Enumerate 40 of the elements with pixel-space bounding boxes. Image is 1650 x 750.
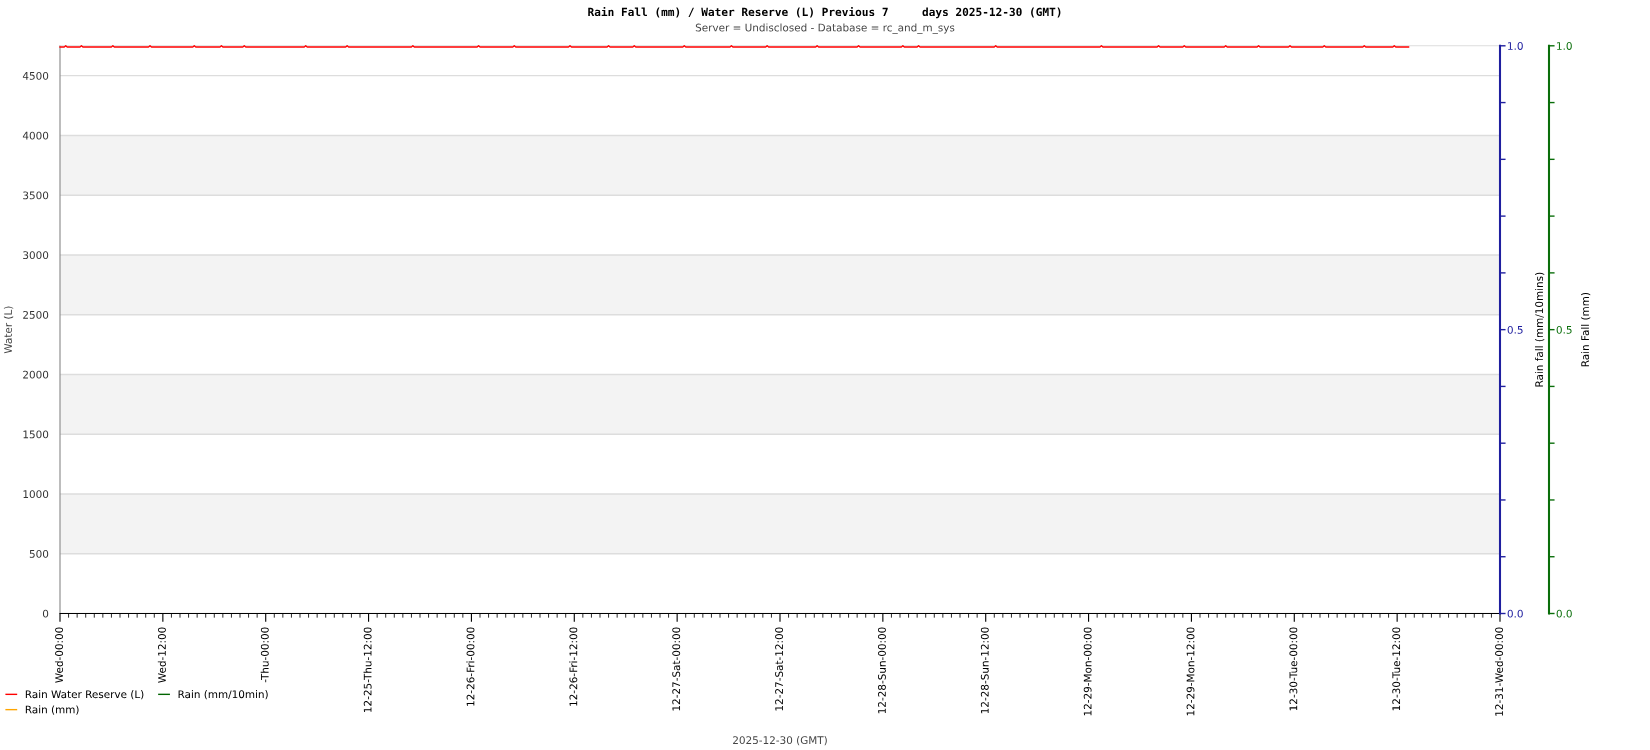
y2-tick-label: 1.0 <box>1508 42 1523 50</box>
y3-tick-label: 1.0 <box>1557 42 1572 50</box>
x-tick-label: 12-30-Tue-00:00 <box>1289 627 1298 711</box>
x-tick-label: 12-25-Thu-12:00 <box>363 627 372 712</box>
chart-subtitle: Server = Undisclosed - Database = rc_and_m_sys <box>695 23 955 34</box>
x-tick-label: 12-29-Mon-12:00 <box>1186 627 1195 716</box>
legend-label: Rain Water Reserve (L) <box>25 690 144 700</box>
x-tick-label: 12-26-Fri-12:00 <box>569 627 578 706</box>
x-tick-label: 12-26-Fri-00:00 <box>466 627 475 706</box>
y-tick-label: 1000 <box>23 490 49 499</box>
y2-tick-label: 0.5 <box>1507 325 1523 334</box>
x-tick-label: 12-29-Mon-00:00 <box>1083 627 1092 716</box>
x-tick-label: 12-28-Sun-12:00 <box>980 627 989 714</box>
y-tick-label: 4500 <box>22 71 49 80</box>
x-tick-label: 12-27-Sat-00:00 <box>672 627 681 711</box>
y-tick-label: 500 <box>29 549 49 558</box>
y-tick-label: 1500 <box>23 430 49 439</box>
x-tick-label: 12-31-Wed-00:00 <box>1494 627 1504 716</box>
y-tick-label: 3000 <box>23 251 49 260</box>
x-tick-label: Wed-12:00 <box>157 627 166 683</box>
x-axis-title: 2025-12-30 (GMT) <box>733 736 827 746</box>
x-tick-label: 12-28-Sun-00:00 <box>878 627 886 714</box>
legend-label: Rain (mm/10min) <box>178 690 268 700</box>
x-tick-label: Wed-00:00 <box>54 627 64 683</box>
y2-tick-label: 0.0 <box>1507 609 1523 618</box>
y3-tick-label: 0.5 <box>1556 325 1572 334</box>
y3-tick-label: 0.0 <box>1556 609 1572 618</box>
y-tick-label: 4000 <box>22 131 49 140</box>
x-tick-label: -Thu-00:00 <box>260 627 269 683</box>
y-tick-label: 3500 <box>23 191 49 200</box>
y-axis-title: Water (L) <box>3 306 14 354</box>
y2-axis-title: Rain fall (mm/10mins) <box>1535 272 1545 387</box>
y-tick-label: 2000 <box>23 370 49 379</box>
y-tick-label: 2500 <box>23 310 49 319</box>
chart-title: Rain Fall (mm) / Water Reserve (L) Previous 7 days 2025-12-30 (GMT) <box>588 6 1061 19</box>
x-tick-label: 12-30-Tue-12:00 <box>1392 627 1401 711</box>
y-tick-label: 0 <box>42 609 49 618</box>
y3-axis-title: Rain Fall (mm) <box>1581 292 1591 367</box>
legend-label: Rain (mm) <box>25 705 79 715</box>
x-tick-label: 12-27-Sat-12:00 <box>775 627 784 711</box>
